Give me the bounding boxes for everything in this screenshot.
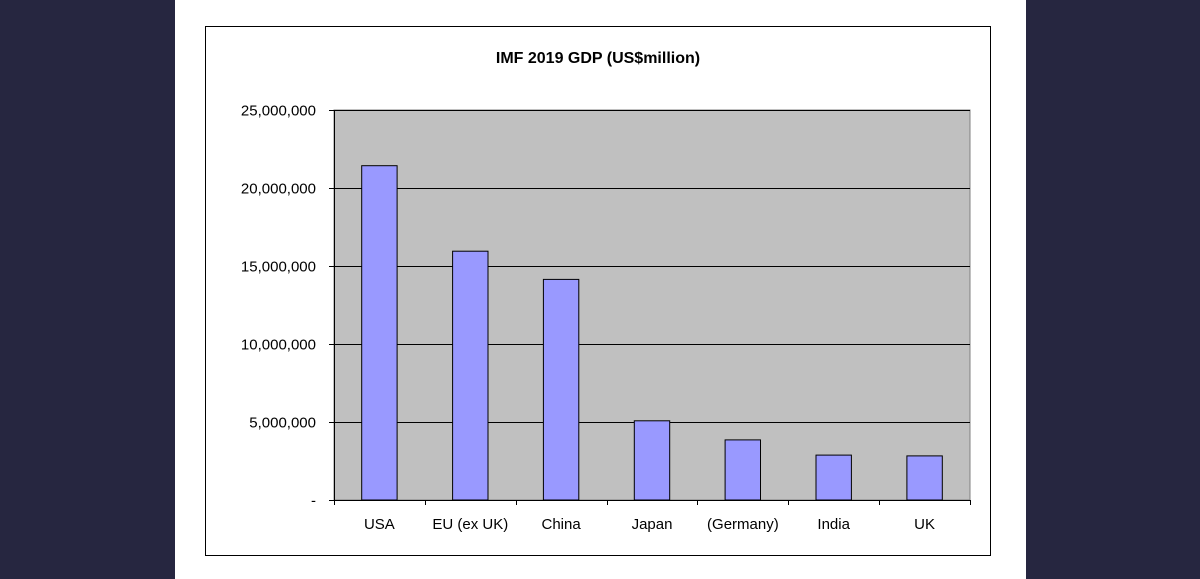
y-tick-label: 10,000,000 [241, 337, 316, 354]
x-tick-label: (Germany) [707, 516, 779, 533]
gridlines [334, 110, 970, 423]
x-tick-labels: USA EU (ex UK) China Japan (Germany) India UK [364, 516, 935, 533]
bar-eu-ex-uk [452, 250, 489, 501]
y-tick-label: 20,000,000 [241, 181, 316, 198]
bar-uk [906, 455, 943, 501]
y-tick-label: 5,000,000 [249, 415, 316, 432]
bar-india [815, 454, 852, 501]
x-tick-label: Japan [632, 516, 673, 533]
bar-japan [633, 420, 671, 501]
y-tick-label: 25,000,000 [241, 103, 316, 120]
bars [361, 165, 943, 501]
y-tick-label: 15,000,000 [241, 259, 316, 276]
bar-usa [361, 165, 398, 501]
x-tick-label: USA [364, 516, 395, 533]
x-tick-label: EU (ex UK) [432, 516, 508, 533]
x-tick-label: China [541, 516, 581, 533]
y-tick-labels: - 5,000,000 10,000,000 15,000,000 20,000,000… [241, 103, 316, 510]
bar-china [542, 278, 580, 501]
chart-title: IMF 2019 GDP (US$million) [496, 50, 700, 67]
bar-germany [724, 439, 761, 501]
axes [329, 110, 971, 505]
x-tick-label: India [817, 516, 850, 533]
x-tick-label: UK [914, 516, 935, 533]
y-tick-label: - [311, 493, 316, 510]
